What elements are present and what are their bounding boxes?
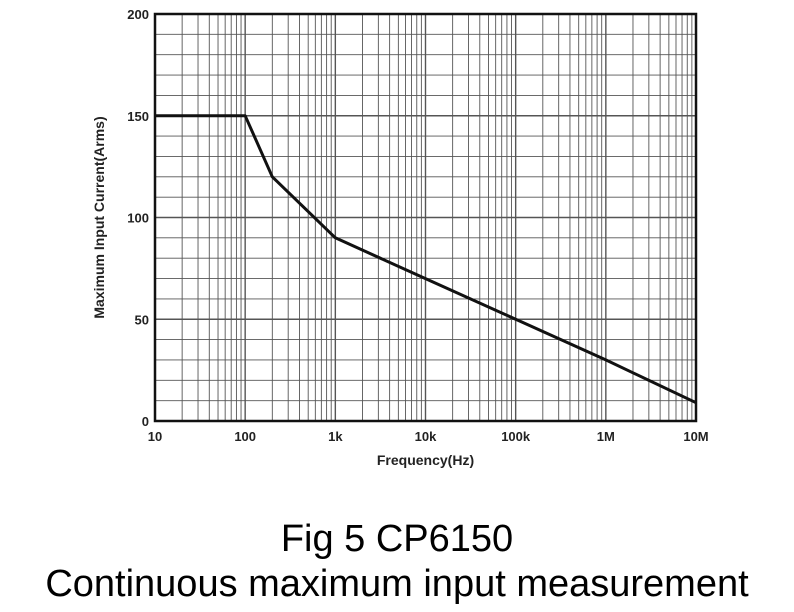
series-line bbox=[155, 114, 697, 405]
figure-caption-description: Continuous maximum input measurement bbox=[45, 563, 749, 605]
x-tick-label: 1k bbox=[328, 429, 343, 444]
x-tick-label: 100k bbox=[501, 429, 531, 444]
x-tick-label: 1M bbox=[597, 429, 615, 444]
x-tick-label: 10k bbox=[415, 429, 437, 444]
y-tick-label: 0 bbox=[142, 414, 149, 429]
x-axis-label: Frequency(Hz) bbox=[377, 452, 474, 468]
x-tick-labels: 10 100 1k 10k 100k 1M 10M bbox=[148, 429, 709, 444]
y-tick-label: 150 bbox=[127, 109, 149, 124]
x-tick-label: 100 bbox=[234, 429, 256, 444]
chart: 10 100 1k 10k 100k 1M 10M 0 50 100 150 200 Frequen… bbox=[91, 7, 709, 468]
figure-caption-title: Fig 5 CP6150 bbox=[280, 518, 514, 560]
y-tick-label: 100 bbox=[127, 211, 149, 226]
y-tick-label: 50 bbox=[135, 312, 149, 327]
plot-frame bbox=[153, 12, 698, 423]
y-tick-labels: 0 50 100 150 200 bbox=[127, 7, 149, 429]
y-tick-label: 200 bbox=[127, 7, 149, 22]
y-axis-label: Maximum Input Current(Arms) bbox=[91, 116, 107, 318]
x-tick-label: 10 bbox=[148, 429, 162, 444]
x-tick-label: 10M bbox=[683, 429, 708, 444]
